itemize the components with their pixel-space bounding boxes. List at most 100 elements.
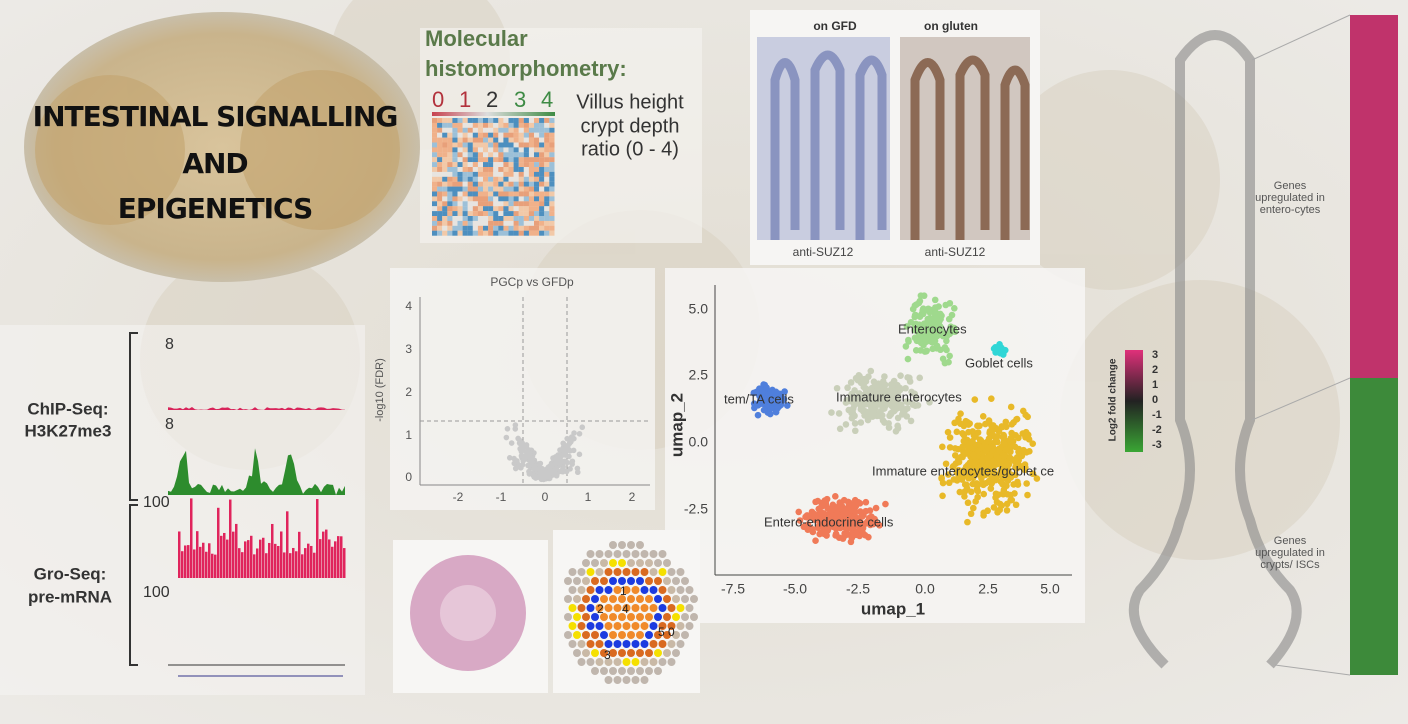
heat-cell: [437, 211, 443, 217]
umap-points: [750, 292, 1041, 546]
color-bar: [1125, 350, 1143, 452]
heat-cell: [508, 167, 514, 172]
spot: [564, 631, 572, 639]
heat-cell: [513, 216, 519, 221]
umap-point: [975, 471, 983, 478]
spot: [577, 622, 586, 630]
heat-cell: [539, 186, 545, 192]
heat-cell: [462, 230, 468, 236]
spot: [640, 568, 649, 576]
heat-cell: [488, 201, 494, 207]
heat-cell: [544, 225, 550, 231]
heat-cell: [503, 181, 509, 187]
heat-cell: [488, 171, 494, 177]
heat-cell: [523, 127, 529, 133]
heat-cell: [477, 142, 484, 148]
heat-cell: [472, 171, 478, 177]
caption: anti-SUZ12: [793, 245, 854, 259]
connectors: [1251, 14, 1351, 676]
heat-cell: [544, 196, 550, 202]
umap-point: [851, 427, 859, 435]
heat-cell: [539, 220, 545, 226]
track-label: Gro-Seq:: [34, 564, 107, 583]
spot: [600, 577, 608, 585]
umap-point: [946, 434, 954, 441]
heat-cell: [539, 167, 545, 172]
heat-cell: [534, 230, 540, 236]
spot: [595, 550, 604, 558]
umap-point: [990, 504, 998, 511]
heat-cell: [498, 127, 504, 133]
heat-cell: [518, 167, 524, 172]
heat-cell: [472, 118, 478, 123]
heat-cell: [539, 152, 545, 158]
spot: [631, 658, 640, 666]
heat-cell: [447, 142, 453, 148]
umap-point: [980, 490, 988, 498]
heat-cell: [503, 122, 509, 128]
heat-cell: [549, 147, 555, 153]
title: AND: [182, 147, 247, 180]
heat-cell: [477, 196, 484, 202]
umap-point: [946, 352, 953, 360]
heat-cell: [452, 216, 458, 221]
spot: [564, 613, 572, 621]
umap-point: [946, 299, 954, 307]
gro-bar: [283, 552, 286, 578]
heat-cell: [549, 127, 555, 133]
umap-point: [829, 506, 836, 513]
heat-cell: [452, 157, 458, 163]
heat-cell: [518, 152, 524, 158]
volcano-point: [536, 466, 543, 472]
spot: [631, 550, 640, 558]
heat-cell: [498, 142, 504, 148]
heat-cell: [442, 191, 448, 197]
heat-cell: [539, 176, 545, 182]
umap-point: [1001, 346, 1009, 354]
heat-cell: [437, 157, 443, 163]
umap-point: [964, 444, 972, 452]
heat-cell: [457, 206, 463, 212]
heat-cell: [488, 122, 494, 128]
heat-cell: [534, 147, 540, 153]
gro-bar: [286, 511, 289, 578]
heat-cell: [493, 132, 499, 138]
heat-cell: [452, 142, 458, 148]
x-tick-label: 0.0: [915, 581, 935, 597]
volcano-point: [576, 430, 583, 437]
umap-point: [976, 422, 983, 430]
heat-cell: [483, 230, 489, 236]
heat-cell: [488, 157, 494, 163]
scale-label: 4: [541, 87, 553, 112]
spot: [631, 622, 640, 630]
heat-cell: [432, 118, 438, 123]
umap-point: [936, 310, 944, 318]
spot: [564, 577, 572, 585]
heat-cell: [477, 171, 484, 177]
heat-cell: [462, 132, 468, 138]
heat-cell: [447, 225, 453, 231]
umap-point: [860, 380, 868, 388]
heat-cell: [457, 181, 463, 187]
y-tick-label: 4: [405, 299, 412, 313]
heat-cell: [442, 132, 448, 138]
umap-point: [1022, 411, 1029, 419]
spot: [613, 676, 622, 684]
region-label: 4: [622, 602, 629, 616]
heat-cell: [544, 176, 550, 182]
heat-cell: [437, 118, 443, 123]
heat-cell: [442, 201, 448, 207]
spot: [577, 658, 586, 666]
heat-cell: [432, 171, 438, 177]
spot: [577, 640, 586, 648]
heat-cell: [447, 211, 453, 217]
spot: [604, 622, 613, 630]
heat-cell: [467, 147, 473, 153]
heat-cell: [523, 201, 529, 207]
heat-cell: [472, 142, 478, 148]
heat-cell: [523, 181, 529, 187]
heat-cell: [539, 230, 545, 236]
heat-cell: [462, 191, 468, 197]
spot: [667, 604, 676, 612]
umap-point: [825, 519, 833, 526]
